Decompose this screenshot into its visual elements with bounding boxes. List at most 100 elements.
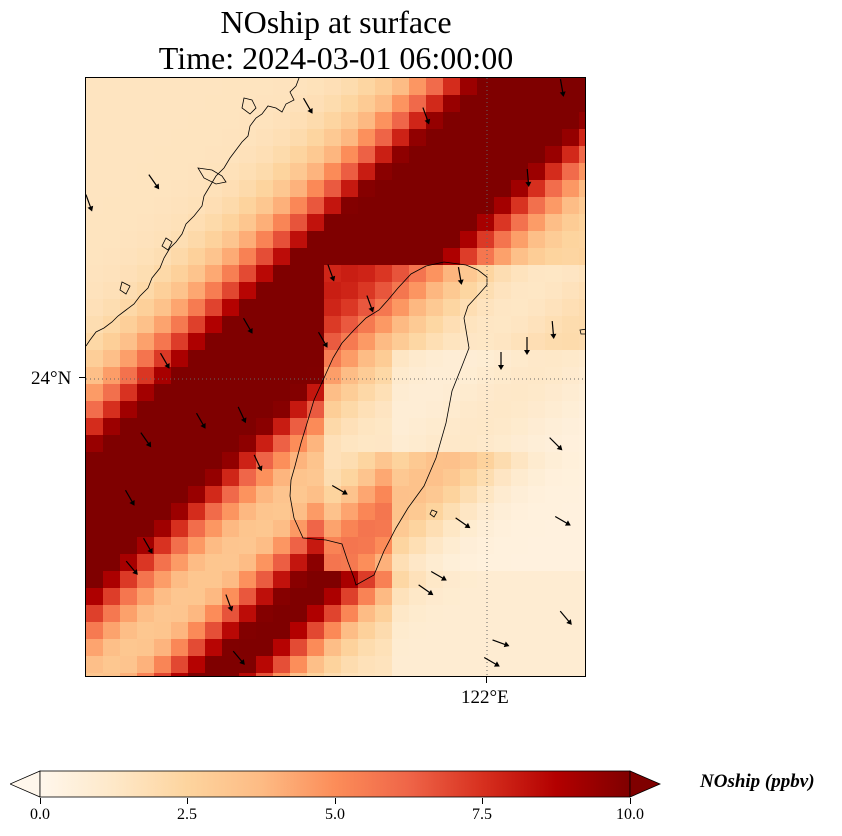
field-cell xyxy=(579,367,585,385)
field-cell xyxy=(528,435,546,453)
field-cell xyxy=(426,316,444,334)
field-cell xyxy=(494,486,512,504)
field-cell xyxy=(341,673,359,676)
field-cell xyxy=(239,163,257,181)
field-cell xyxy=(222,180,240,198)
field-cell xyxy=(324,486,342,504)
field-cell xyxy=(154,537,172,555)
field-cell xyxy=(562,248,580,266)
field-cell xyxy=(171,129,189,147)
field-cell xyxy=(188,299,206,317)
field-cell xyxy=(324,418,342,436)
field-cell xyxy=(86,486,104,504)
cb-tick-mark-2 xyxy=(335,798,336,804)
field-cell xyxy=(341,622,359,640)
field-cell xyxy=(443,95,461,113)
field-cell xyxy=(426,367,444,385)
field-cell xyxy=(426,163,444,181)
field-cell xyxy=(562,180,580,198)
field-cell xyxy=(358,520,376,538)
field-cell xyxy=(120,180,138,198)
field-cell xyxy=(545,282,563,300)
field-cell xyxy=(358,639,376,657)
field-cell xyxy=(426,282,444,300)
field-cell xyxy=(494,588,512,606)
field-cell xyxy=(86,554,104,572)
field-cell xyxy=(545,231,563,249)
field-cell xyxy=(477,452,495,470)
field-cell xyxy=(239,537,257,555)
field-cell xyxy=(443,435,461,453)
field-cell xyxy=(307,129,325,147)
field-cell xyxy=(579,401,585,419)
field-cell xyxy=(103,469,121,487)
field-cell xyxy=(579,452,585,470)
field-cell xyxy=(426,78,444,96)
field-cell xyxy=(341,486,359,504)
field-cell xyxy=(120,197,138,215)
field-cell xyxy=(273,163,291,181)
field-cell xyxy=(494,214,512,232)
field-cell xyxy=(86,452,104,470)
field-cell xyxy=(460,95,478,113)
field-cell xyxy=(256,95,274,113)
field-cell xyxy=(358,418,376,436)
field-cell xyxy=(256,146,274,164)
field-cell xyxy=(239,112,257,130)
field-cell xyxy=(358,214,376,232)
field-cell xyxy=(307,248,325,266)
field-cell xyxy=(562,333,580,351)
field-cell xyxy=(426,350,444,368)
colorbar-low-extend xyxy=(10,770,41,798)
field-cell xyxy=(443,265,461,283)
field-cell xyxy=(494,350,512,368)
field-cell xyxy=(392,452,410,470)
field-cell xyxy=(443,639,461,657)
field-cell xyxy=(443,129,461,147)
field-cell xyxy=(324,299,342,317)
field-cell xyxy=(477,401,495,419)
field-cell xyxy=(256,401,274,419)
field-cell xyxy=(307,622,325,640)
field-cell xyxy=(528,605,546,623)
field-cell xyxy=(375,78,393,96)
field-cell xyxy=(511,248,529,266)
field-cell xyxy=(358,333,376,351)
field-cell xyxy=(528,112,546,130)
field-cell xyxy=(392,588,410,606)
field-cell xyxy=(511,282,529,300)
field-cell xyxy=(103,316,121,334)
field-cell xyxy=(222,265,240,283)
field-cell xyxy=(120,673,138,676)
field-cell xyxy=(545,418,563,436)
field-cell xyxy=(426,265,444,283)
field-cell xyxy=(494,95,512,113)
field-cell xyxy=(494,520,512,538)
field-cell xyxy=(511,146,529,164)
colorbar-label: NOship (ppbv) xyxy=(700,771,815,792)
field-cell xyxy=(375,384,393,402)
field-cell xyxy=(273,452,291,470)
field-cell xyxy=(460,418,478,436)
field-cell xyxy=(562,384,580,402)
coastline xyxy=(86,78,585,586)
field-cell xyxy=(341,435,359,453)
field-cell xyxy=(494,571,512,589)
field-cell xyxy=(256,622,274,640)
field-cell xyxy=(477,282,495,300)
field-cell xyxy=(545,469,563,487)
field-cell xyxy=(494,265,512,283)
field-cell xyxy=(409,129,427,147)
field-cell xyxy=(137,401,155,419)
field-cell xyxy=(324,401,342,419)
field-cell xyxy=(273,180,291,198)
field-cell xyxy=(562,350,580,368)
field-cell xyxy=(341,520,359,538)
field-cell xyxy=(324,163,342,181)
field-cell xyxy=(120,112,138,130)
wind-arrow xyxy=(550,320,557,339)
field-cell xyxy=(171,452,189,470)
field-cell xyxy=(222,129,240,147)
field-cell xyxy=(511,299,529,317)
field-cell xyxy=(562,673,580,676)
